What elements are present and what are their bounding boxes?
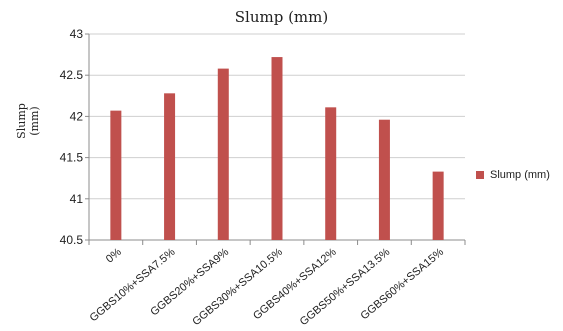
bar <box>325 107 337 240</box>
x-tick-label: GGBS30%+SSA10.5% <box>190 246 285 328</box>
x-tick-labels: 0%GGBS10%+SSA7.5%GGBS20%+SSA9%GGBS30%+SS… <box>88 246 447 328</box>
y-tick-label: 41.5 <box>60 151 84 165</box>
chart-title: Slump (mm) <box>234 8 329 26</box>
bar <box>164 93 176 240</box>
x-tick-label: GGBS50%+SSA13.5% <box>298 246 393 328</box>
y-tick-label: 40.5 <box>60 233 84 247</box>
legend: Slump (mm) <box>476 169 550 181</box>
legend-label: Slump (mm) <box>490 169 550 181</box>
bar <box>432 171 444 240</box>
bar <box>110 110 122 241</box>
bar <box>378 119 390 240</box>
legend-swatch <box>476 171 484 179</box>
y-tick-label: 42 <box>70 109 84 123</box>
y-tick-labels: 40.5 41 41.5 42 42.5 43 <box>60 27 84 247</box>
bar <box>217 68 229 240</box>
y-tick-label: 41 <box>70 192 84 206</box>
x-tick-label: 0% <box>104 246 124 266</box>
y-tick-label: 42.5 <box>60 68 84 82</box>
x-tick-label: GGBS10%+SSA7.5% <box>88 246 178 324</box>
bar <box>271 57 283 241</box>
y-tick-label: 43 <box>70 27 84 41</box>
bars <box>110 57 444 241</box>
